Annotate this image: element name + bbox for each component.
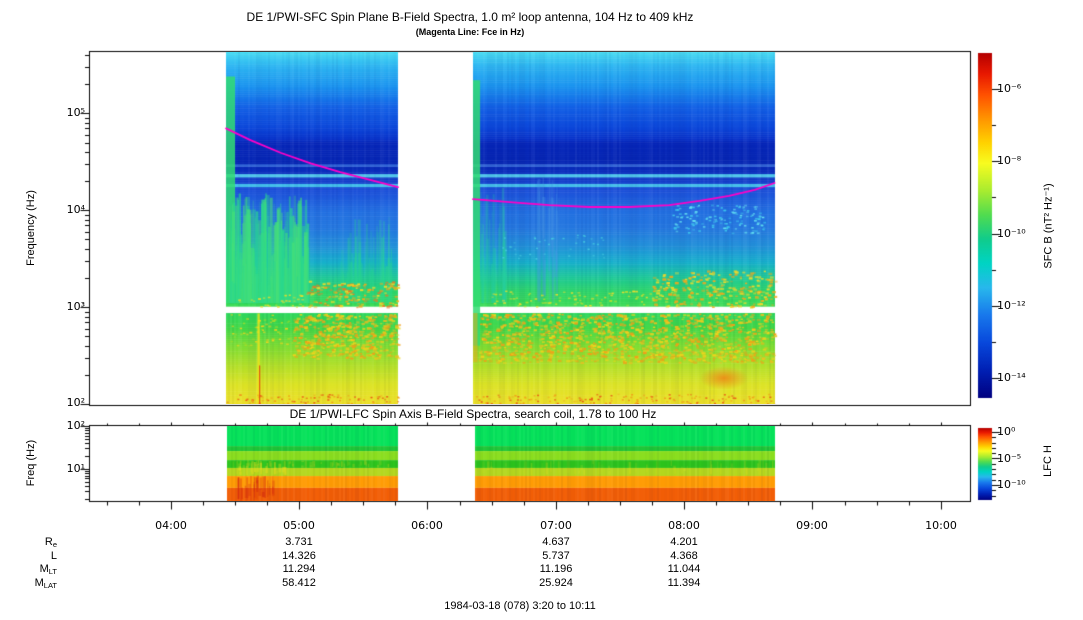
sfc-spectrogram-canvas <box>90 52 969 404</box>
lfc-cbar-tick-1e0: 10⁰ <box>997 425 1016 438</box>
ephemeris-label-mlt-main: M <box>39 563 49 575</box>
lfc-ytick-1e2: 10² <box>66 419 85 432</box>
xtick-0700: 07:00 <box>540 519 572 532</box>
sfc-ylabel: Frequency (Hz) <box>25 190 37 266</box>
sfc-colorbar-label: SFC B (nT² Hz⁻¹) <box>1042 183 1055 269</box>
sfc-cbar-tick-1e-12: 10⁻¹² <box>997 299 1026 312</box>
sfc-ytick-1e5: 10⁵ <box>66 106 85 119</box>
xtick-0400: 04:00 <box>155 519 187 532</box>
ephemeris-mlat-0500: 58.412 <box>282 577 316 589</box>
ephemeris-label-mlt-sub: LT <box>48 567 57 576</box>
ephemeris-label-re-main: R <box>44 536 53 548</box>
lfc-ylabel: Freq (Hz) <box>25 439 37 487</box>
lfc-ytick-1e1: 10¹ <box>66 462 85 475</box>
xtick-1000: 10:00 <box>925 519 957 532</box>
ephemeris-l-0700: 5.737 <box>542 550 570 562</box>
ephemeris-label-l: L <box>0 550 57 562</box>
ephemeris-label-re-sub: e <box>52 540 57 549</box>
xtick-0600: 06:00 <box>411 519 443 532</box>
ephemeris-mlt-0500: 11.294 <box>282 563 316 575</box>
lfc-title: DE 1/PWI-LFC Spin Axis B-Field Spectra, … <box>289 407 657 421</box>
lfc-spectrogram-canvas <box>90 426 969 501</box>
lfc-cbar-tick-1e-10: 10⁻¹⁰ <box>997 478 1026 491</box>
date-range-label: 1984-03-18 (078) 3:20 to 10:11 <box>444 600 596 612</box>
lfc-cbar-tick-1e-5: 10⁻⁵ <box>997 452 1022 465</box>
ephemeris-label-mlat-sub: LAT <box>43 581 57 590</box>
sfc-ytick-1e4: 10⁴ <box>66 203 85 216</box>
sfc-cbar-tick-1e-14: 10⁻¹⁴ <box>997 371 1026 384</box>
ephemeris-label-mlat-main: M <box>34 577 44 589</box>
ephemeris-mlat-0800: 11.394 <box>667 577 701 589</box>
sfc-ytick-1e3: 10³ <box>66 300 85 313</box>
sfc-subtitle: (Magenta Line: Fce in Hz) <box>415 27 525 37</box>
ephemeris-re-0800: 4.201 <box>670 536 698 548</box>
ephemeris-label-re: Re <box>0 536 57 549</box>
xtick-0800: 08:00 <box>668 519 700 532</box>
ephemeris-l-0800: 4.368 <box>670 550 698 562</box>
sfc-cbar-tick-1e-6: 10⁻⁶ <box>997 82 1022 95</box>
ephemeris-mlt-0700: 11.196 <box>539 563 573 575</box>
ephemeris-mlat-0700: 25.924 <box>539 577 573 589</box>
sfc-title: DE 1/PWI-SFC Spin Plane B-Field Spectra,… <box>246 10 694 24</box>
ephemeris-re-0700: 4.637 <box>542 536 570 548</box>
ephemeris-label-mlt: MLT <box>0 563 57 576</box>
ephemeris-label-l-main: L <box>50 550 57 562</box>
xtick-0500: 05:00 <box>283 519 315 532</box>
ephemeris-label-mlat: MLAT <box>0 577 57 590</box>
ephemeris-mlt-0800: 11.044 <box>667 563 701 575</box>
xtick-0900: 09:00 <box>796 519 828 532</box>
ephemeris-re-0500: 3.731 <box>285 536 313 548</box>
sfc-ytick-1e2: 10² <box>66 396 85 409</box>
sfc-cbar-tick-1e-8: 10⁻⁸ <box>997 154 1022 167</box>
sfc-cbar-tick-1e-10: 10⁻¹⁰ <box>997 227 1026 240</box>
ephemeris-l-0500: 14.326 <box>282 550 316 562</box>
